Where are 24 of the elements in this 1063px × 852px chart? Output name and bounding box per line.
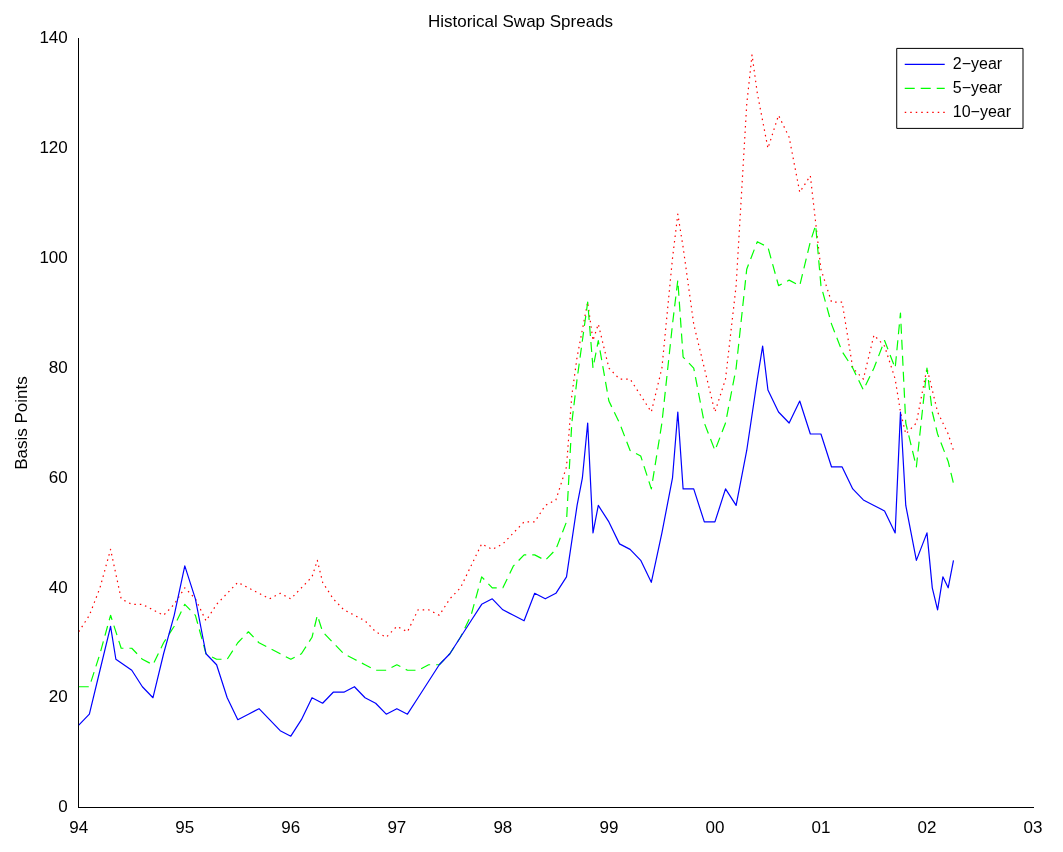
x-tick-label: 03 bbox=[1023, 818, 1043, 838]
x-tick-label: 99 bbox=[599, 818, 619, 838]
x-tick-label: 02 bbox=[917, 818, 937, 838]
legend-label: 2−year bbox=[952, 54, 1003, 72]
x-tick-label: 98 bbox=[493, 818, 513, 838]
chart-title: Historical Swap Spreads bbox=[427, 11, 614, 31]
y-tick-label: 120 bbox=[39, 137, 68, 157]
y-tick-label: 100 bbox=[39, 247, 68, 267]
x-tick-label: 96 bbox=[281, 818, 301, 838]
y-tick-label: 140 bbox=[39, 28, 68, 48]
x-tick-label: 95 bbox=[175, 818, 195, 838]
legend-label: 5−year bbox=[952, 78, 1003, 96]
y-tick-label: 20 bbox=[48, 687, 68, 707]
x-tick-label: 97 bbox=[387, 818, 407, 838]
x-tick-label: 00 bbox=[705, 818, 725, 838]
y-tick-label: 60 bbox=[48, 467, 68, 487]
legend-label: 10−year bbox=[952, 102, 1012, 120]
y-tick-label: 40 bbox=[48, 577, 68, 597]
x-tick-label: 94 bbox=[69, 818, 89, 838]
y-tick-label: 80 bbox=[48, 357, 68, 377]
y-tick-label: 0 bbox=[58, 797, 68, 817]
y-axis-title: Basis Points bbox=[11, 376, 31, 470]
x-tick-label: 01 bbox=[811, 818, 831, 838]
line-series bbox=[78, 54, 955, 638]
